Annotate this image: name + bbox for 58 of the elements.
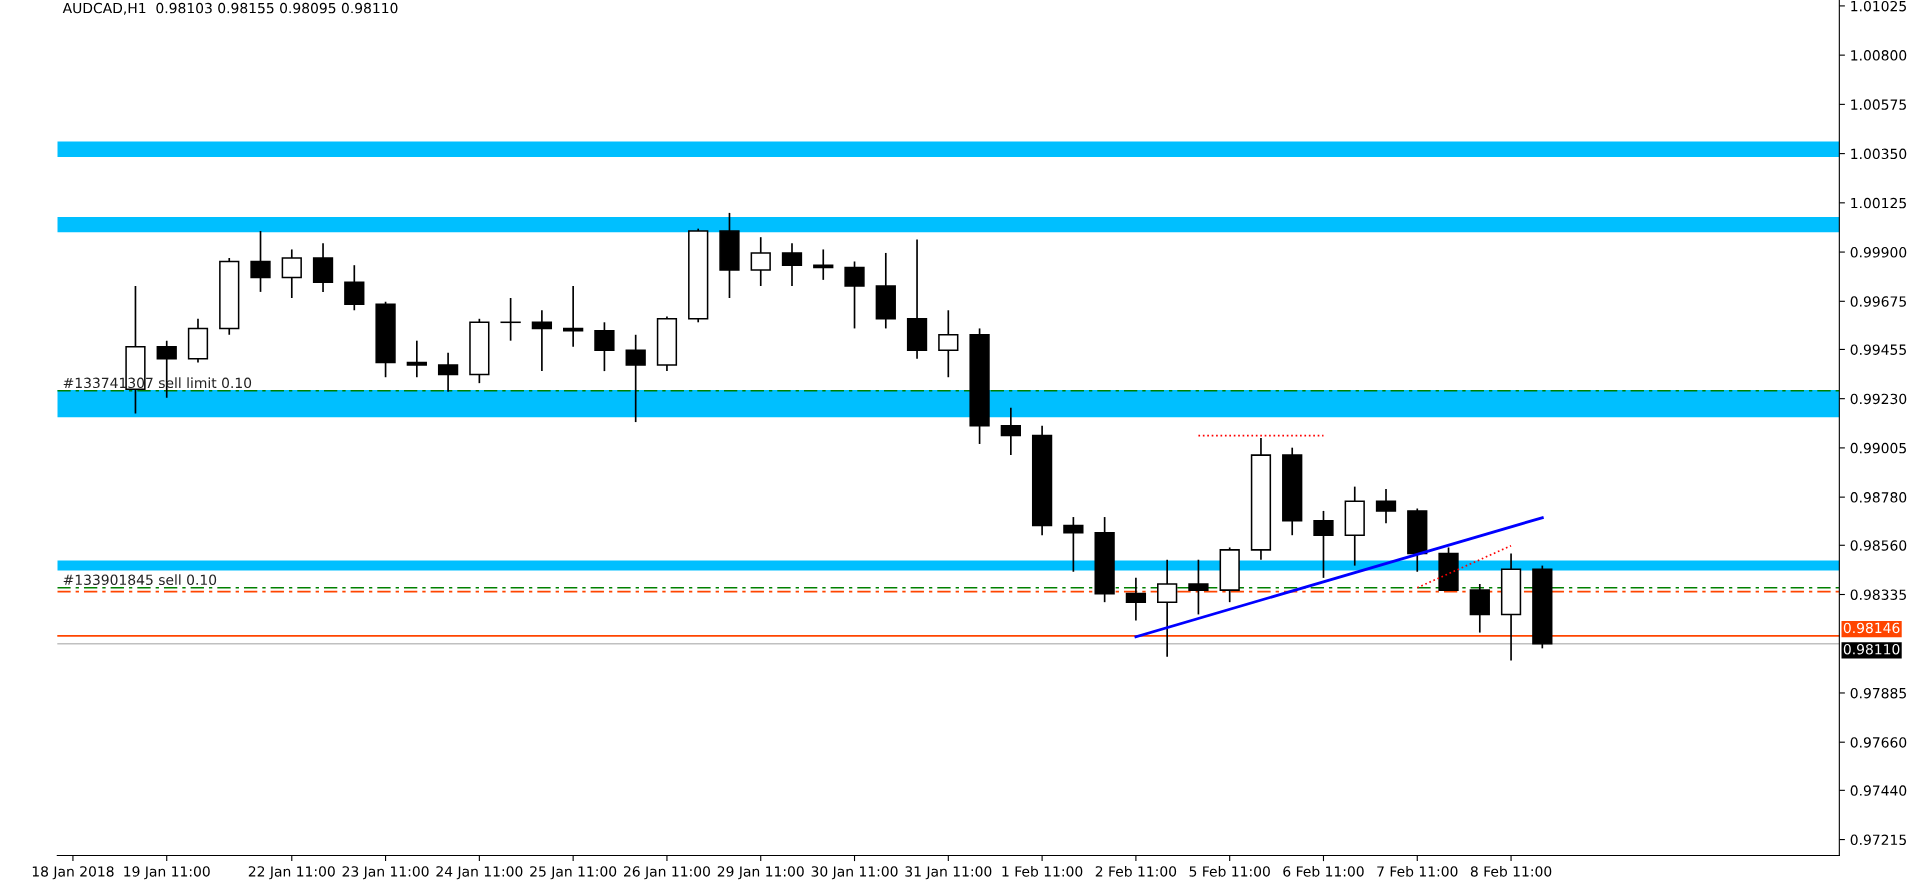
candlestick xyxy=(750,236,771,287)
candlestick xyxy=(437,351,459,393)
x-tick-label: 8 Feb 11:00 xyxy=(1470,865,1552,877)
x-tick-label: 26 Jan 11:00 xyxy=(623,866,710,880)
x-tick-label: 5 Feb 11:00 xyxy=(1189,865,1270,877)
y-tick-label: 0.98780 xyxy=(1850,492,1907,503)
x-tick-label: 22 Jan 11:00 xyxy=(248,866,335,880)
candlestick xyxy=(1375,488,1397,525)
x-tick-label: 31 Jan 11:00 xyxy=(905,866,992,880)
candlestick xyxy=(250,230,271,293)
candlestick xyxy=(1125,577,1147,622)
candlestick xyxy=(1000,406,1021,456)
candlestick xyxy=(1188,558,1209,616)
ref-line-label: 0.98146 xyxy=(1843,622,1900,634)
y-tick-label: 0.99675 xyxy=(1850,296,1906,307)
x-tick-label: 2 Feb 11:00 xyxy=(1095,865,1177,877)
y-tick-label: 0.97440 xyxy=(1850,785,1907,796)
candlestick xyxy=(844,260,865,330)
y-tick-label: 0.97885 xyxy=(1850,687,1906,699)
candlestick xyxy=(813,248,834,281)
y-tick-label: 1.00125 xyxy=(1851,197,1906,209)
y-tick-label: 1.00350 xyxy=(1851,148,1907,160)
y-tick-label: 0.99005 xyxy=(1850,442,1906,454)
x-tick-label: 6 Feb 11:00 xyxy=(1283,865,1364,877)
candlestick xyxy=(344,264,365,312)
x-tick-label: 23 Jan 11:00 xyxy=(342,866,429,880)
candlestick xyxy=(1063,516,1084,573)
chart-title: AUDCAD,H1 0.98103 0.98155 0.98095 0.98110 xyxy=(62,2,398,15)
candlestick xyxy=(938,309,959,379)
candlestick xyxy=(594,321,615,372)
y-tick-label: 0.97215 xyxy=(1850,834,1906,846)
candlestick xyxy=(531,309,553,372)
y-tick-label: 0.97660 xyxy=(1850,737,1907,748)
y-tick-label: 1.01025 xyxy=(1851,0,1906,12)
candlestick xyxy=(1157,558,1178,658)
candlestick xyxy=(406,339,427,379)
x-tick-label: 29 Jan 11:00 xyxy=(717,866,804,880)
x-tick-label: 7 Feb 11:00 xyxy=(1377,865,1458,877)
x-tick-label: 18 Jan 2018 xyxy=(32,866,114,880)
x-tick-label: 25 Jan 11:00 xyxy=(530,866,617,880)
y-tick-label: 0.99455 xyxy=(1850,344,1906,355)
candlestick xyxy=(781,242,803,287)
y-tick-label: 0.98560 xyxy=(1850,540,1907,551)
y-tick-label: 1.00800 xyxy=(1851,50,1907,61)
candlestick xyxy=(625,333,646,423)
x-tick-label: 24 Jan 11:00 xyxy=(436,866,523,880)
x-tick-label: 30 Jan 11:00 xyxy=(811,866,898,880)
ref-line-label: 0.98110 xyxy=(1843,643,1900,655)
x-tick-label: 19 Jan 11:00 xyxy=(124,866,210,880)
y-tick-label: 0.99230 xyxy=(1850,393,1907,405)
y-tick-label: 0.98335 xyxy=(1850,589,1906,600)
candlestick xyxy=(1313,510,1334,579)
candlestick xyxy=(281,248,302,299)
y-tick-label: 0.99900 xyxy=(1850,247,1907,258)
ref-line-label: #133901845 sell 0.10 xyxy=(63,574,217,586)
x-tick-label: 1 Feb 11:00 xyxy=(1002,865,1083,877)
y-tick-label: 1.00575 xyxy=(1851,99,1906,110)
candlestick xyxy=(563,285,584,348)
